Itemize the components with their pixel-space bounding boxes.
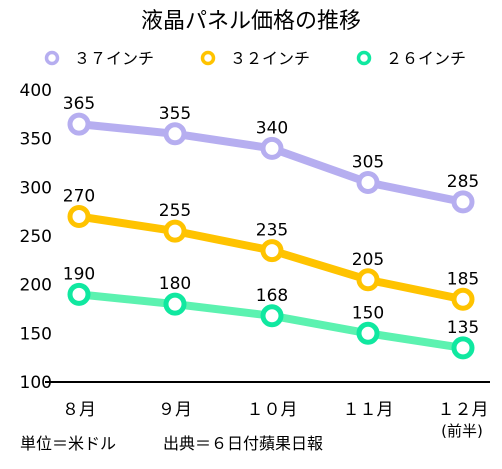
y-tick-label: 300 (20, 178, 52, 198)
data-point (451, 287, 475, 311)
data-point (163, 292, 187, 316)
data-label: 205 (352, 250, 384, 270)
legend: ３７インチ ３２インチ ２６インチ (44, 49, 466, 68)
data-point (67, 112, 91, 136)
data-label: 185 (447, 269, 479, 289)
legend-marker (44, 50, 60, 66)
data-point (356, 268, 380, 292)
x-tick-label: ９月 (158, 400, 192, 420)
data-point (67, 205, 91, 228)
data-label: 305 (352, 153, 384, 173)
data-point (260, 136, 284, 160)
data-point (163, 219, 187, 243)
data-point (451, 190, 475, 214)
data-label: 270 (63, 187, 95, 207)
legend-label: ２６インチ (386, 49, 466, 68)
x-tick-label: １１月 (343, 400, 394, 420)
data-label: 340 (256, 118, 288, 138)
data-label: 285 (447, 172, 479, 192)
source-footnote: 出典＝６日付蘋果日報 (163, 434, 323, 453)
y-tick-label: 200 (20, 276, 52, 296)
data-point (356, 171, 380, 194)
data-label: 365 (63, 94, 95, 114)
legend-label: ３７インチ (74, 49, 154, 68)
y-tick-label: 400 (20, 81, 52, 101)
y-tick-label: 250 (20, 227, 52, 247)
data-point (260, 304, 284, 328)
data-point (260, 239, 284, 263)
data-label: 235 (256, 221, 288, 241)
data-label: 190 (63, 264, 95, 284)
x-axis: ８月 ９月 １０月 １１月 １２月 (62, 400, 489, 420)
data-point (451, 336, 475, 360)
unit-footnote: 単位＝米ドル (20, 434, 116, 453)
x-category-note: (前半) (441, 422, 483, 440)
x-tick-label: １０月 (247, 400, 298, 420)
y-tick-label: 150 (20, 324, 52, 344)
y-axis: 400 350 300 250 200 150 100 (20, 81, 52, 393)
data-label: 255 (159, 201, 191, 221)
data-label: 150 (352, 303, 384, 323)
data-label: 135 (447, 318, 479, 338)
y-tick-label: 100 (20, 373, 52, 393)
data-point (163, 122, 187, 146)
chart-title: 液晶パネル価格の推移 (141, 9, 361, 34)
data-label: 180 (159, 274, 191, 294)
data-label: 168 (256, 286, 288, 306)
x-tick-label: １２月 (438, 400, 489, 420)
legend-marker (356, 50, 372, 66)
x-tick-label: ８月 (62, 400, 96, 420)
legend-marker (200, 50, 216, 66)
data-point (67, 282, 91, 306)
y-tick-label: 350 (20, 130, 52, 150)
legend-label: ３２インチ (230, 49, 310, 68)
data-point (356, 321, 380, 345)
data-label: 355 (159, 104, 191, 124)
series-group: 365 355 340 305 285 270 255 235 205 185 190 180 168 1… (63, 94, 479, 360)
